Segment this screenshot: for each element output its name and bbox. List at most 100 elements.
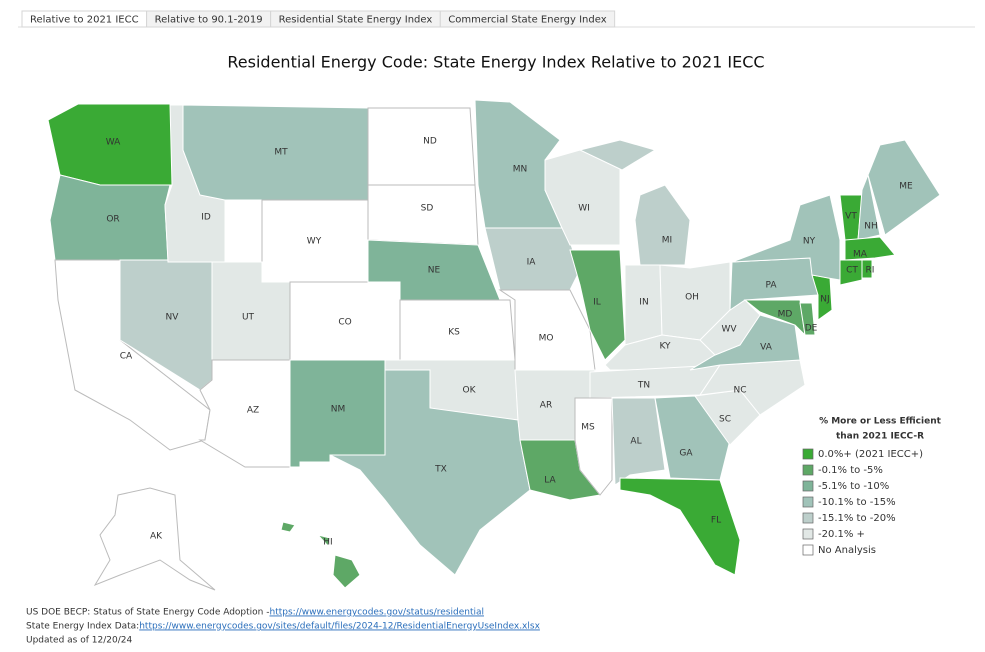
tab-label[interactable]: Residential State Energy Index [279, 15, 433, 26]
state-label: IN [639, 298, 648, 308]
legend-swatch [802, 464, 814, 476]
legend-swatch [802, 496, 814, 508]
legend: % More or Less Efficient than 2021 IECC-R… [802, 417, 942, 556]
footer-link[interactable]: https://www.energycodes.gov/sites/defaul… [139, 622, 540, 632]
state-shape [367, 107, 476, 186]
legend-label: -20.1% + [818, 529, 865, 540]
state-label: NY [803, 237, 816, 247]
state-label: PA [765, 281, 777, 291]
tab-label[interactable]: Relative to 2021 IECC [30, 15, 139, 26]
state-label: VT [845, 212, 857, 222]
state-label: OK [463, 386, 477, 396]
state-label: NC [733, 386, 746, 396]
state-label: NE [428, 266, 441, 276]
state-label: WY [307, 237, 322, 247]
state-label: CA [120, 352, 133, 362]
state-label: FL [711, 516, 721, 526]
footer-text: State Energy Index Data: [26, 622, 139, 632]
legend-label: -0.1% to -5% [818, 465, 883, 476]
legend-swatch [802, 528, 814, 540]
state-label: KS [448, 328, 460, 338]
state-shape [332, 554, 361, 589]
legend-label: No Analysis [818, 545, 876, 556]
state-label: HI [323, 538, 332, 548]
tab[interactable]: Relative to 2021 IECC [21, 10, 148, 28]
state-label: OH [685, 293, 699, 303]
state-label: MD [778, 310, 793, 320]
state-label: RI [866, 266, 875, 276]
state-label: MS [581, 423, 595, 433]
state-label: MN [513, 165, 528, 175]
legend-title: % More or Less Efficient [819, 417, 942, 427]
state-label: AR [540, 401, 552, 411]
state-shape [634, 184, 691, 266]
state-label: OR [106, 215, 119, 225]
state-shape [867, 139, 941, 236]
state-label: KY [659, 342, 671, 352]
state-label: IL [593, 298, 601, 308]
state-shape [857, 173, 881, 241]
tab-label[interactable]: Commercial State Energy Index [448, 15, 606, 26]
map-title: Residential Energy Code: State Energy In… [227, 53, 764, 72]
state-shape [799, 302, 816, 336]
footer-link[interactable]: https://www.energycodes.gov/status/resid… [270, 608, 484, 618]
state-label: GA [679, 449, 693, 459]
state-shape [93, 487, 216, 591]
state-label: NV [166, 313, 180, 323]
state-shape [329, 369, 531, 576]
state-label: MA [853, 250, 868, 260]
state-shape [578, 139, 657, 171]
state-label: ID [201, 213, 211, 223]
state-label: NM [331, 405, 346, 415]
state-label: VA [760, 343, 773, 353]
state-label: WV [721, 325, 737, 335]
map: WA OR CA NV ID MT WY UT AZ CO NM ND SD NE KS OK TX MN IA MO… [47, 99, 941, 591]
tab-bg[interactable] [439, 10, 616, 28]
state-label: ND [423, 137, 437, 147]
state-shape [611, 397, 666, 486]
legend-swatch [802, 448, 814, 460]
state-label: ME [899, 182, 913, 192]
state-label: SC [719, 415, 731, 425]
state-shape [484, 227, 581, 291]
footer-text: Updated as of 12/20/24 [26, 636, 132, 646]
legend-label: 0.0%+ (2021 IECC+) [818, 449, 923, 460]
state-shape [619, 477, 741, 576]
state-shape [280, 521, 296, 533]
legend-label: -5.1% to -10% [818, 481, 889, 492]
state-label: NJ [820, 295, 829, 305]
tab-label[interactable]: Relative to 90.1-2019 [155, 15, 263, 26]
state-shape [861, 259, 873, 279]
tab-bar: Relative to 2021 IECC Relative to 90.1-20… [21, 10, 616, 28]
state-label: NH [864, 222, 878, 232]
state-label: WI [578, 204, 590, 214]
state-shape [743, 299, 806, 337]
legend-title: than 2021 IECC-R [836, 432, 924, 442]
state-label: AZ [247, 406, 259, 416]
legend-label: -10.1% to -15% [818, 497, 896, 508]
state-shape [839, 259, 863, 286]
state-label: IA [527, 258, 537, 268]
state-label: CT [846, 266, 858, 276]
state-label: CO [338, 318, 351, 328]
tab[interactable]: Residential State Energy Index [270, 10, 441, 28]
legend-label: -15.1% to -20% [818, 513, 896, 524]
state-label: UT [242, 313, 255, 323]
tab[interactable]: Relative to 90.1-2019 [146, 10, 272, 28]
state-label: MI [662, 236, 672, 246]
state-label: WA [106, 138, 121, 148]
state-shape [569, 249, 626, 361]
footer: US DOE BECP: Status of State Energy Code… [26, 608, 541, 646]
state-label: LA [544, 476, 556, 486]
state-shape [367, 184, 479, 246]
legend-swatch [802, 480, 814, 492]
legend-swatch [802, 544, 814, 556]
tab[interactable]: Commercial State Energy Index [439, 10, 616, 28]
state-label: MO [539, 334, 554, 344]
state-label: SD [421, 204, 434, 214]
state-label: AK [150, 532, 163, 542]
state-label: MT [274, 148, 288, 158]
state-label: TX [434, 465, 447, 475]
state-label: TN [637, 381, 650, 391]
